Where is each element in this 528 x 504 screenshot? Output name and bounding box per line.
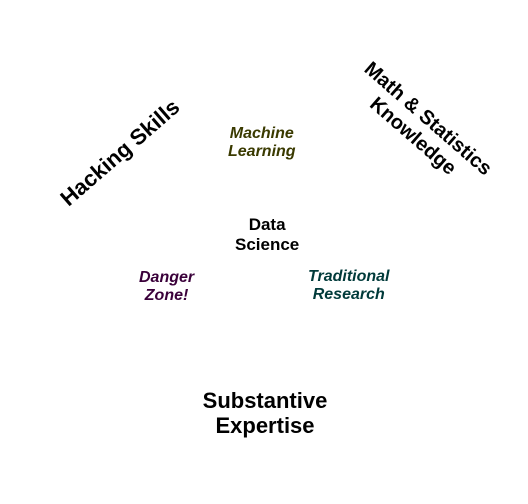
circle-substantive-expertise [104, 180, 424, 500]
venn-diagram: Hacking Skills Math & Statistics Knowled… [0, 0, 528, 504]
